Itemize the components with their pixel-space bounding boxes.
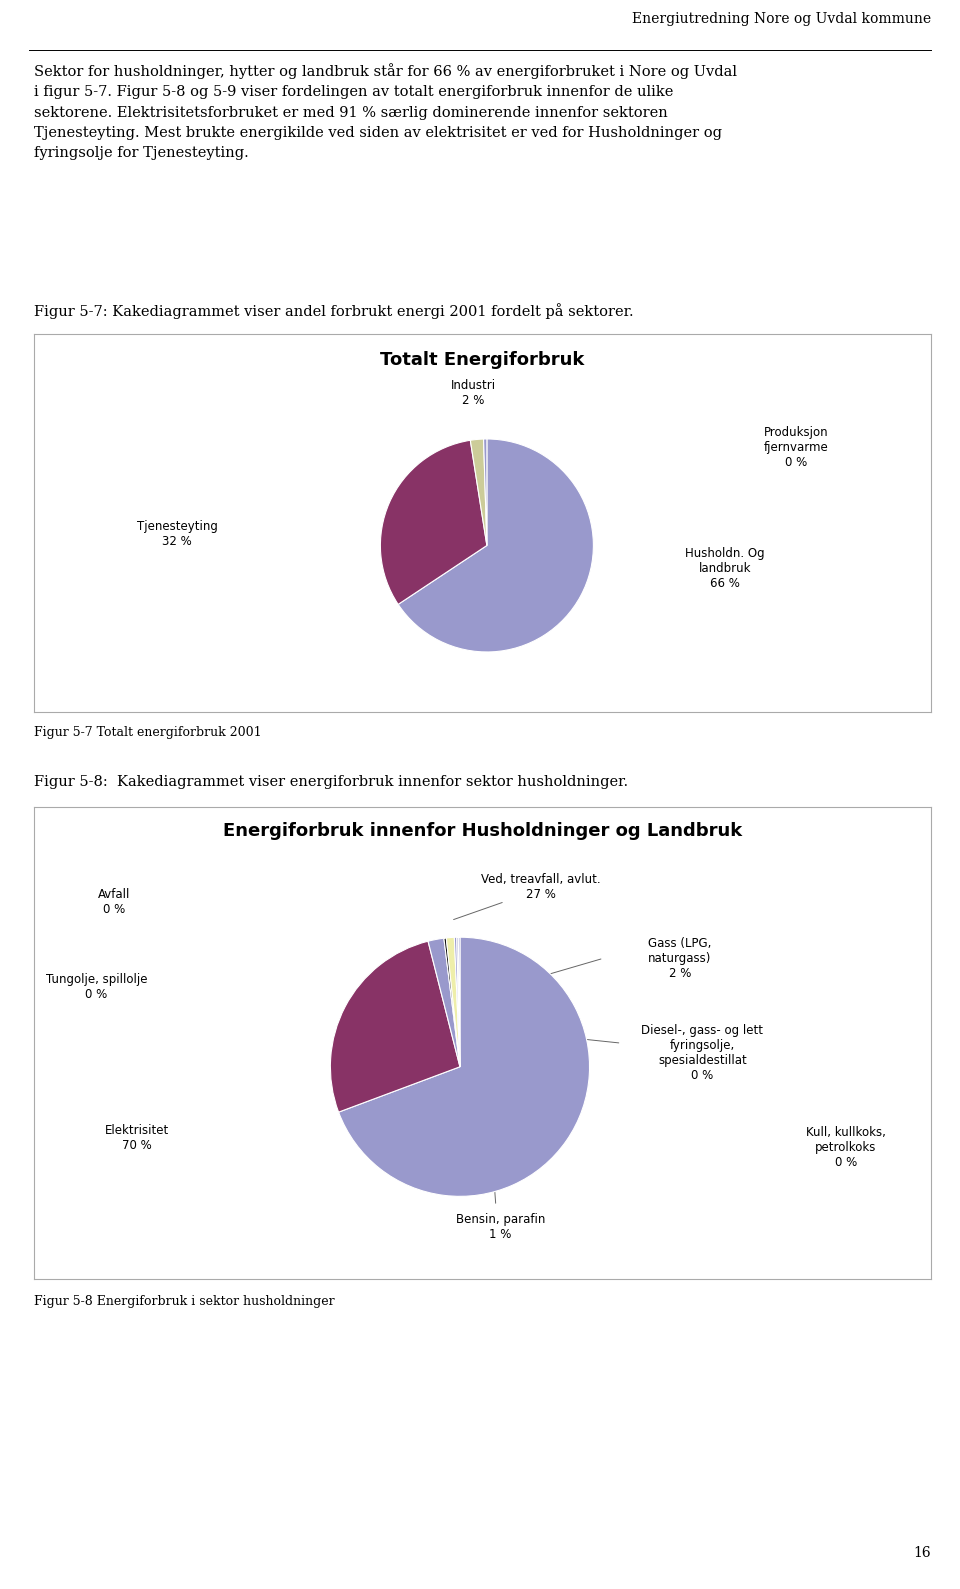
Wedge shape <box>330 941 460 1112</box>
Wedge shape <box>444 938 460 1066</box>
Wedge shape <box>428 938 460 1066</box>
Text: Figur 5-7 Totalt energiforbruk 2001: Figur 5-7 Totalt energiforbruk 2001 <box>34 726 261 739</box>
Wedge shape <box>458 938 460 1066</box>
Text: Kull, kullkoks,
petrolkoks
0 %: Kull, kullkoks, petrolkoks 0 % <box>806 1125 886 1168</box>
Text: Industri
2 %: Industri 2 % <box>451 380 496 407</box>
Text: Figur 5-7: Kakediagrammet viser andel forbrukt energi 2001 fordelt på sektorer.: Figur 5-7: Kakediagrammet viser andel fo… <box>34 303 634 318</box>
Wedge shape <box>446 938 460 1066</box>
Text: Energiforbruk innenfor Husholdninger og Landbruk: Energiforbruk innenfor Husholdninger og … <box>223 822 742 841</box>
Text: Totalt Energiforbruk: Totalt Energiforbruk <box>380 351 585 369</box>
Wedge shape <box>457 938 460 1066</box>
Text: Tungolje, spillolje
0 %: Tungolje, spillolje 0 % <box>46 972 147 1001</box>
Wedge shape <box>454 938 460 1066</box>
Text: Sektor for husholdninger, hytter og landbruk står for 66 % av energiforbruket i : Sektor for husholdninger, hytter og land… <box>34 64 736 159</box>
Text: Energiutredning Nore og Uvdal kommune: Energiutredning Nore og Uvdal kommune <box>632 13 931 25</box>
Text: Diesel-, gass- og lett
fyringsolje,
spesialdestillat
0 %: Diesel-, gass- og lett fyringsolje, spes… <box>641 1023 763 1082</box>
Text: Figur 5-8 Energiforbruk i sektor husholdninger: Figur 5-8 Energiforbruk i sektor hushold… <box>34 1295 334 1308</box>
Wedge shape <box>380 440 487 604</box>
Text: Produksjon
fjernvarme
0 %: Produksjon fjernvarme 0 % <box>764 426 828 469</box>
Text: Figur 5-8:  Kakediagrammet viser energiforbruk innenfor sektor husholdninger.: Figur 5-8: Kakediagrammet viser energifo… <box>34 775 628 788</box>
Text: 16: 16 <box>914 1546 931 1560</box>
Text: Bensin, parafin
1 %: Bensin, parafin 1 % <box>456 1214 545 1241</box>
Wedge shape <box>339 938 589 1197</box>
Text: Gass (LPG,
naturgass)
2 %: Gass (LPG, naturgass) 2 % <box>648 938 711 980</box>
Text: Husholdn. Og
landbruk
66 %: Husholdn. Og landbruk 66 % <box>684 547 764 590</box>
Wedge shape <box>398 439 593 651</box>
Text: Elektrisitet
70 %: Elektrisitet 70 % <box>105 1123 169 1152</box>
Text: Avfall
0 %: Avfall 0 % <box>98 888 131 915</box>
Wedge shape <box>484 439 487 545</box>
Wedge shape <box>470 439 487 545</box>
Text: Ved, treavfall, avlut.
27 %: Ved, treavfall, avlut. 27 % <box>481 874 601 901</box>
Text: Tjenesteyting
32 %: Tjenesteyting 32 % <box>136 520 218 548</box>
